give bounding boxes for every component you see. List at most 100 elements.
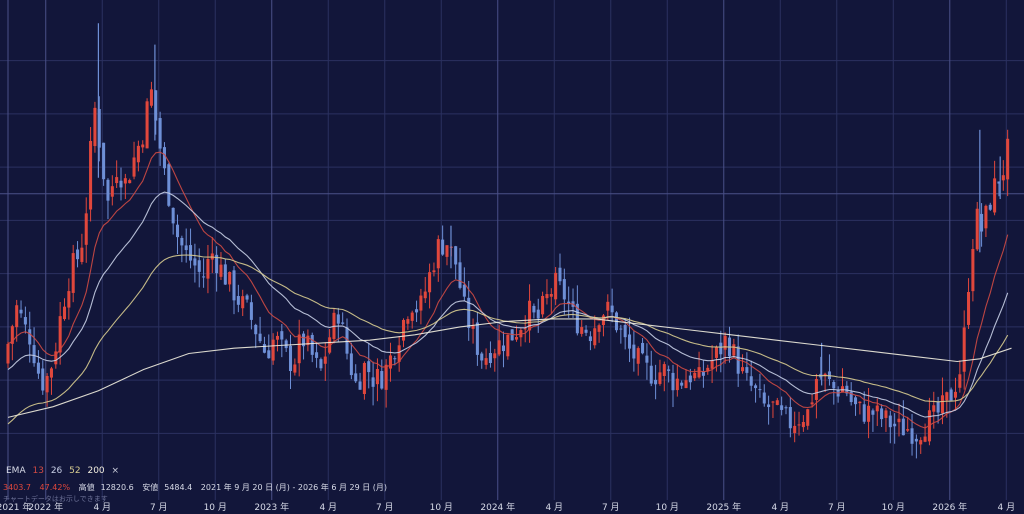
candle-body bbox=[980, 213, 984, 232]
candle-body bbox=[10, 326, 14, 344]
candle-body bbox=[706, 367, 710, 372]
candle-body bbox=[501, 345, 506, 352]
candle-body bbox=[467, 297, 471, 328]
candle-body bbox=[610, 305, 614, 313]
candle-body bbox=[823, 373, 827, 376]
ema-13-line bbox=[7, 151, 1009, 429]
candle-body bbox=[854, 397, 858, 405]
candle-body bbox=[471, 325, 475, 329]
candle-body bbox=[701, 371, 705, 376]
candle-body bbox=[32, 345, 36, 364]
x-tick-label: 7 月 bbox=[150, 502, 168, 513]
candle-body bbox=[219, 264, 223, 277]
candle-body bbox=[662, 364, 666, 376]
candle-body bbox=[858, 401, 862, 404]
candle-body bbox=[428, 272, 432, 293]
candle-body bbox=[454, 246, 458, 265]
candle-body bbox=[619, 328, 623, 330]
candle-body bbox=[23, 317, 27, 325]
candle-body bbox=[128, 180, 132, 184]
candle-body bbox=[236, 296, 240, 305]
candle-body bbox=[162, 147, 166, 169]
candle-body bbox=[993, 178, 997, 213]
candle-body bbox=[419, 295, 423, 311]
candle-body bbox=[849, 391, 853, 403]
candle-body bbox=[914, 438, 918, 442]
candle-body bbox=[793, 425, 797, 434]
candle-body bbox=[323, 356, 327, 364]
candle-body bbox=[297, 334, 301, 364]
candle-body bbox=[797, 424, 801, 426]
candle-body bbox=[749, 376, 753, 386]
candle-body bbox=[871, 410, 875, 415]
candle-body bbox=[945, 392, 949, 401]
candle-body bbox=[423, 291, 427, 299]
candle-body bbox=[719, 342, 723, 355]
candle-body bbox=[497, 340, 501, 355]
candle-body bbox=[397, 345, 401, 362]
x-tick-label: 2026 年 bbox=[932, 501, 967, 513]
candle-body bbox=[58, 316, 62, 353]
candle-body bbox=[345, 327, 349, 354]
candle-body bbox=[302, 333, 306, 347]
x-tick-label: 10 月 bbox=[882, 502, 905, 513]
ema-26-line bbox=[7, 191, 1009, 418]
candle-body bbox=[867, 405, 871, 422]
candle-body bbox=[893, 423, 897, 427]
candle-body bbox=[645, 355, 649, 363]
candle-body bbox=[488, 353, 492, 364]
candle-body bbox=[436, 239, 440, 269]
candle-body bbox=[675, 378, 679, 391]
candle-body bbox=[89, 140, 93, 210]
candle-body bbox=[445, 245, 449, 257]
candle-body bbox=[475, 322, 479, 355]
candle-body bbox=[141, 144, 145, 148]
ema-lines-group bbox=[7, 151, 1012, 429]
candle-body bbox=[401, 319, 406, 341]
ema-13-label[interactable]: 13 bbox=[32, 466, 44, 476]
candle-body bbox=[102, 142, 106, 180]
candle-body bbox=[688, 375, 692, 383]
candle-body bbox=[132, 157, 136, 177]
candle-body bbox=[897, 418, 901, 423]
candle-body bbox=[558, 267, 562, 282]
candle-body bbox=[84, 213, 88, 245]
candle-body bbox=[310, 334, 314, 355]
candle-body bbox=[249, 302, 253, 320]
candle-body bbox=[115, 177, 119, 184]
candle-body bbox=[254, 324, 258, 335]
ema-legend: EMA 13 26 52 200 × bbox=[6, 466, 123, 476]
candle-body bbox=[149, 89, 153, 106]
candle-body bbox=[175, 224, 180, 238]
ema-52-label[interactable]: 52 bbox=[69, 466, 81, 476]
candle-body bbox=[754, 385, 758, 389]
ema-label: EMA bbox=[6, 466, 26, 476]
candle-body bbox=[280, 331, 284, 340]
x-tick-label: 2021 年 bbox=[0, 501, 31, 513]
ema-200-label[interactable]: 200 bbox=[87, 466, 105, 476]
candle-body bbox=[506, 334, 510, 357]
candle-body bbox=[284, 340, 288, 349]
candle-body bbox=[349, 353, 353, 376]
candle-body bbox=[628, 334, 632, 349]
candle-body bbox=[388, 355, 392, 369]
candle-body bbox=[93, 107, 97, 147]
candle-body bbox=[680, 382, 684, 386]
candle-body bbox=[119, 180, 123, 188]
x-tick-label: 4 月 bbox=[997, 502, 1015, 513]
close-icon[interactable]: × bbox=[111, 466, 120, 476]
chart-note: チャートデータはお示しできます bbox=[3, 495, 108, 503]
candle-body bbox=[741, 367, 745, 372]
candle-body bbox=[184, 245, 188, 251]
candle-body bbox=[810, 402, 814, 405]
candle-body bbox=[597, 325, 601, 332]
x-tick-label: 4 月 bbox=[771, 502, 789, 513]
candle-body bbox=[654, 379, 658, 385]
candle-body bbox=[336, 314, 340, 324]
ema-26-label[interactable]: 26 bbox=[50, 466, 63, 476]
candle-body bbox=[1001, 175, 1005, 181]
candle-body bbox=[28, 329, 32, 345]
candle-body bbox=[962, 327, 966, 372]
